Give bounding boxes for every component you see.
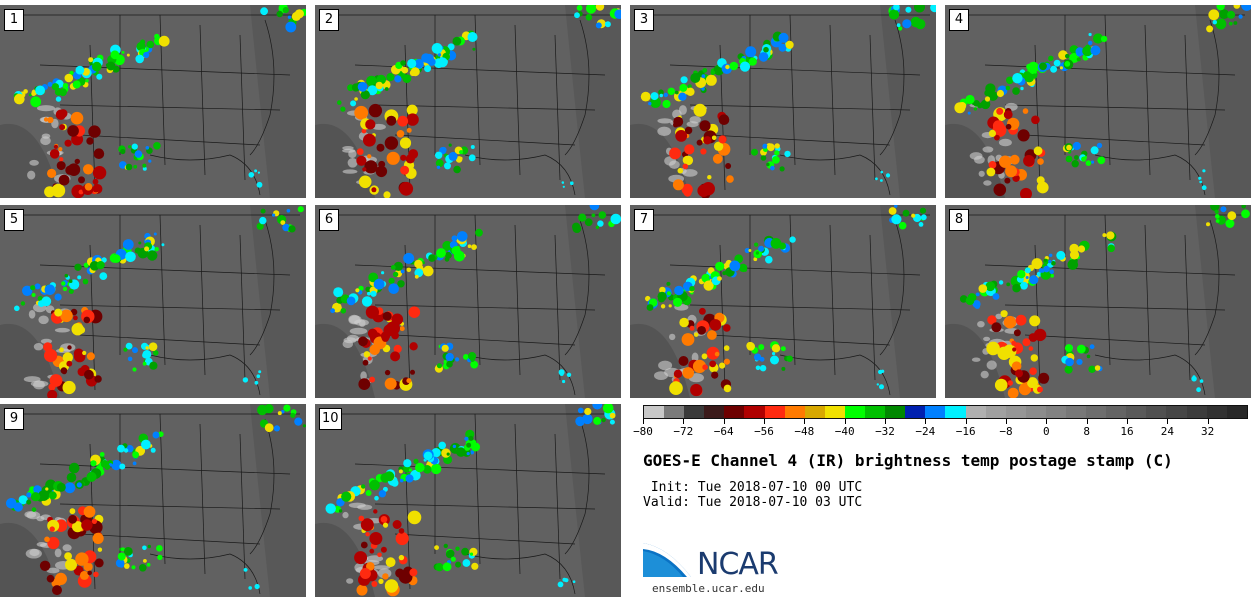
colorbar-tick-label: −80 <box>633 425 653 438</box>
colorbar-tick-label: 16 <box>1120 425 1134 438</box>
figure-title: GOES-E Channel 4 (IR) brightness temp po… <box>643 451 1173 470</box>
colorbar-tick-label: −8 <box>999 425 1013 438</box>
colorbar-tick-mark <box>764 419 765 424</box>
colorbar-tick-label: 8 <box>1083 425 1090 438</box>
colorbar-swatch <box>1126 406 1147 418</box>
member-number-label: 3 <box>634 9 654 31</box>
colorbar-swatch <box>764 406 785 418</box>
init-time: Init: Tue 2018-07-10 00 UTC <box>643 480 863 495</box>
colorbar-swatch <box>744 406 765 418</box>
colorbar-tick-mark <box>1167 419 1169 424</box>
colorbar-swatch <box>844 406 866 418</box>
colorbar-tick-mark <box>643 419 644 424</box>
postage-stamp-map: 10 <box>315 404 621 597</box>
member-number-label: 9 <box>4 408 24 430</box>
colorbar-swatch <box>1206 406 1227 418</box>
colorbar-swatch <box>784 406 805 418</box>
colorbar-swatch <box>644 406 665 418</box>
colorbar-swatch <box>804 406 825 418</box>
colorbar-swatch <box>1025 406 1046 418</box>
postage-stamp-map: 5 <box>0 205 306 398</box>
site-url: ensemble.ucar.edu <box>652 582 765 595</box>
member-number-label: 10 <box>319 408 342 430</box>
postage-stamp-map: 7 <box>630 205 936 398</box>
member-number-label: 2 <box>319 9 339 31</box>
colorbar-tick-label: −32 <box>875 425 895 438</box>
colorbar-tick-label: 24 <box>1160 425 1174 438</box>
postage-stamp-map: 2 <box>315 5 621 198</box>
colorbar-swatch <box>1005 406 1026 418</box>
postage-stamp-map: 6 <box>315 205 621 398</box>
colorbar-tick-label: −64 <box>713 425 734 438</box>
colorbar-tick-mark <box>925 419 927 424</box>
colorbar-swatch <box>945 406 966 418</box>
valid-time: Valid: Tue 2018-07-10 03 UTC <box>643 495 863 510</box>
colorbar-tick-mark <box>1046 419 1048 424</box>
postage-stamp-map: 9 <box>0 404 306 597</box>
colorbar-tick-mark <box>723 419 725 424</box>
colorbar-tick-label: −56 <box>754 425 774 438</box>
colorbar-swatch <box>965 406 986 418</box>
colorbar-swatch <box>1086 406 1107 418</box>
colorbar-swatch <box>1146 406 1167 418</box>
colorbar-tick-mark <box>844 419 846 424</box>
colorbar-swatch <box>885 406 906 418</box>
colorbar-tick-mark <box>1127 419 1128 424</box>
colorbar-swatch <box>865 406 886 418</box>
ncar-wordmark: NCAR <box>697 547 779 582</box>
colorbar-tick-label: 32 <box>1201 425 1215 438</box>
colorbar-swatch <box>1226 406 1247 418</box>
colorbar-swatch <box>1186 406 1207 418</box>
colorbar-swatch <box>824 406 845 418</box>
colorbar-swatch <box>1045 406 1066 418</box>
colorbar-swatch <box>664 406 685 418</box>
member-number-label: 7 <box>634 209 654 231</box>
colorbar-tick-mark <box>1207 419 1209 424</box>
postage-stamp-map: 4 <box>945 5 1251 198</box>
colorbar-swatch <box>1166 406 1187 418</box>
colorbar-tick-mark <box>1086 419 1088 424</box>
colorbar-tick-label: −48 <box>794 425 815 438</box>
colorbar-tick-mark <box>965 419 967 424</box>
colorbar-swatch <box>684 406 705 418</box>
member-number-label: 8 <box>949 209 969 231</box>
member-number-label: 1 <box>4 9 24 31</box>
postage-stamp-map: 1 <box>0 5 306 198</box>
colorbar-swatch <box>925 406 946 418</box>
colorbar-swatch <box>905 406 926 418</box>
member-number-label: 5 <box>4 209 24 231</box>
colorbar-tick-label: −72 <box>673 425 694 438</box>
colorbar-swatch <box>1065 406 1087 418</box>
postage-stamp-map: 8 <box>945 205 1251 398</box>
colorbar-tick-label: −40 <box>834 425 855 438</box>
colorbar-tick-label: 0 <box>1043 425 1050 438</box>
colorbar-tick-mark <box>885 419 886 424</box>
member-number-label: 4 <box>949 9 969 31</box>
colorbar-swatch <box>1106 406 1127 418</box>
colorbar-swatch <box>724 406 745 418</box>
colorbar-tick-mark <box>804 419 806 424</box>
colorbar-tick-label: −24 <box>915 425 936 438</box>
colorbar-tick-mark <box>683 419 685 424</box>
postage-stamp-map: 3 <box>630 5 936 198</box>
colorbar-tick-label: −16 <box>955 425 976 438</box>
colorbar-ticks: −80 −72 −64 −56 −48 −40 −32 −24 −16 −8 0 8 16 24 32 <box>633 419 1248 439</box>
colorbar-swatch <box>704 406 725 418</box>
colorbar <box>643 405 1248 419</box>
colorbar-swatch <box>985 406 1006 418</box>
colorbar-tick-mark <box>1006 419 1007 424</box>
ncar-logo-icon <box>643 543 691 577</box>
member-number-label: 6 <box>319 209 339 231</box>
